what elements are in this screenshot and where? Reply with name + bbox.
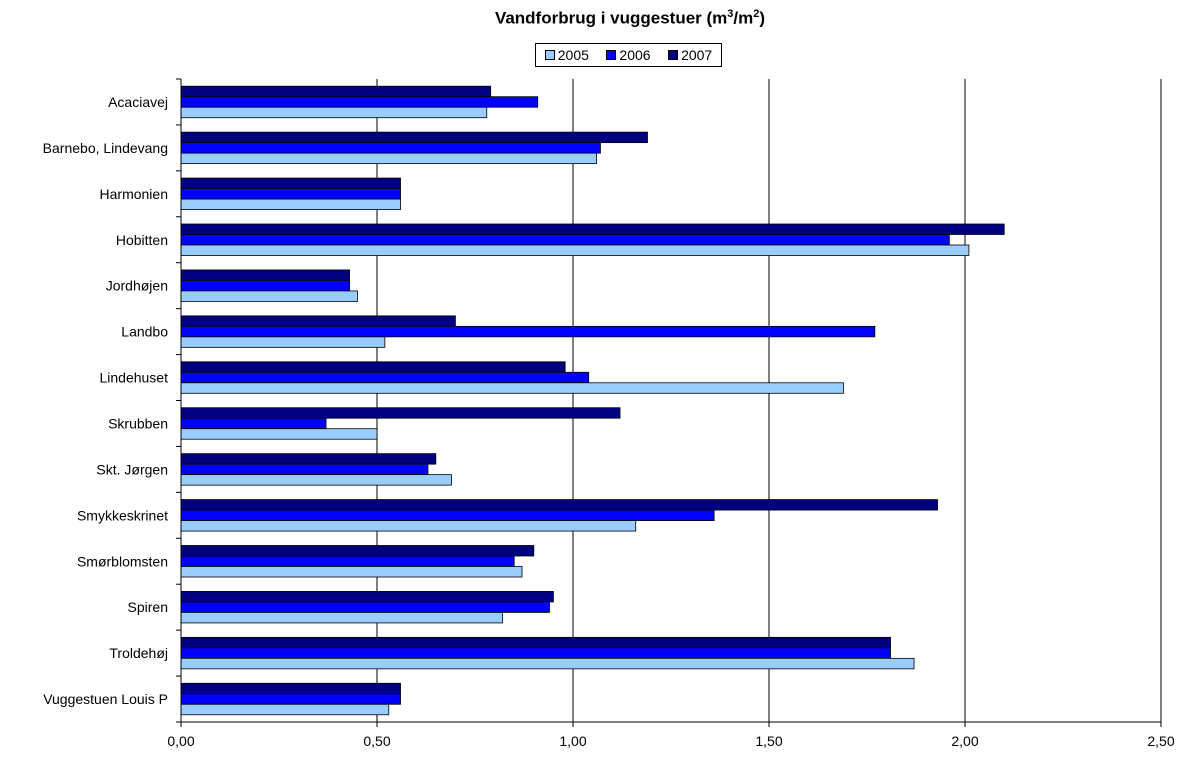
bar-2005 xyxy=(180,244,970,256)
bar-2007 xyxy=(180,545,535,557)
legend-label-2006: 2006 xyxy=(619,47,651,63)
bar-2006 xyxy=(180,96,539,108)
bar-2006 xyxy=(180,555,515,567)
legend-swatch-2006 xyxy=(606,50,617,60)
legend-item-2007: 2007 xyxy=(668,47,712,63)
x-tick-label: 2,00 xyxy=(951,733,978,749)
legend-item-2006: 2006 xyxy=(606,47,651,63)
bar-2006 xyxy=(180,280,350,292)
bar-2006 xyxy=(180,647,891,659)
y-category-label: Vuggestuen Louis P xyxy=(43,691,168,707)
y-category-label: Harmonien xyxy=(100,186,168,202)
bar-2005 xyxy=(180,198,401,210)
legend-label-2005: 2005 xyxy=(557,47,589,63)
bar-2005 xyxy=(180,336,386,348)
bar-2007 xyxy=(180,131,648,144)
y-category-label: Smykkeskrinet xyxy=(77,507,168,523)
bar-2005 xyxy=(180,566,523,578)
bar-2005 xyxy=(180,290,358,302)
y-category-label: Hobitten xyxy=(116,232,168,248)
bar-2005 xyxy=(180,520,637,532)
x-tick-label: 1,50 xyxy=(755,733,782,749)
bar-2005 xyxy=(180,382,844,394)
bar-2005 xyxy=(180,428,378,440)
legend-item-2005: 2005 xyxy=(544,47,589,63)
bar-2007 xyxy=(180,177,401,189)
bar-2005 xyxy=(180,703,390,716)
x-tick-label: 2,50 xyxy=(1147,733,1174,749)
legend-swatch-2007 xyxy=(668,50,679,60)
bar-2006 xyxy=(180,463,429,476)
legend-label-2007: 2007 xyxy=(681,47,713,63)
bar-2007 xyxy=(180,591,554,603)
bar-2006 xyxy=(180,601,550,613)
chart-title: Vandforbrug i vuggestuer (m3/m2) xyxy=(494,8,766,28)
legend: 2005 2006 2007 xyxy=(535,43,722,67)
y-category-label: Skrubben xyxy=(108,415,168,431)
bar-2007 xyxy=(180,85,492,98)
bar-2007 xyxy=(180,407,621,419)
bar-2005 xyxy=(180,106,488,119)
bar-2006 xyxy=(180,509,715,521)
bar-2005 xyxy=(180,152,597,165)
y-category-label: Barnebo, Lindevang xyxy=(43,140,168,156)
x-tick-label: 1,00 xyxy=(559,733,586,749)
bar-2006 xyxy=(180,693,401,705)
y-category-label: Landbo xyxy=(121,324,168,340)
legend-swatch-2005 xyxy=(544,50,555,60)
x-tick-label: 0,50 xyxy=(363,733,390,749)
bar-2007 xyxy=(180,499,938,511)
bar-2006 xyxy=(180,325,876,338)
bar-2005 xyxy=(180,657,915,670)
x-tick-label: 0,00 xyxy=(167,733,194,749)
bar-2007 xyxy=(180,682,401,695)
bar-2007 xyxy=(180,453,437,465)
y-category-label: Troldehøj xyxy=(109,645,168,661)
bar-2007 xyxy=(180,223,1005,235)
bar-2006 xyxy=(180,142,601,154)
y-category-label: Lindehuset xyxy=(99,370,168,386)
bar-2006 xyxy=(180,371,590,384)
bar-2006 xyxy=(180,188,401,200)
bar-2005 xyxy=(180,474,452,486)
bar-2006 xyxy=(180,234,950,246)
y-category-label: Spiren xyxy=(128,599,168,615)
y-category-label: Skt. Jørgen xyxy=(96,461,168,477)
bar-2006 xyxy=(180,417,327,430)
bar-2007 xyxy=(180,269,350,281)
bar-2007 xyxy=(180,636,891,649)
y-category-label: Acaciavej xyxy=(108,94,168,110)
bar-2005 xyxy=(180,612,503,624)
bar-2007 xyxy=(180,315,456,327)
y-category-label: Jordhøjen xyxy=(106,278,168,294)
y-category-label: Smørblomsten xyxy=(77,553,168,569)
bar-2007 xyxy=(180,361,566,373)
